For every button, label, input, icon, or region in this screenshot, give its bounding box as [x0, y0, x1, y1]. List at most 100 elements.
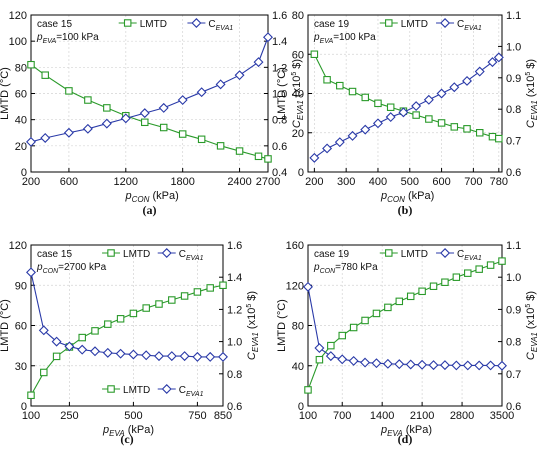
- y-left-tick-label: 60: [15, 89, 27, 101]
- data-point-square: [464, 269, 472, 277]
- chart-panel-b: 200 300 400 500 600 700 780 0 20 40 60 80 0.6 0.7 0.8 0…: [276, 10, 539, 217]
- legend-marker: [385, 19, 393, 27]
- y-right-tick-label: 0.7: [506, 369, 521, 381]
- data-point-diamond: [405, 359, 416, 370]
- data-point-diamond: [38, 325, 49, 336]
- x-tick-label: 500: [401, 176, 419, 188]
- y-left-tick-label: 0: [21, 401, 27, 413]
- panel-label: (b): [398, 203, 413, 217]
- panel-label: (c): [120, 432, 133, 446]
- data-point-diamond: [101, 118, 112, 129]
- data-point-square: [129, 309, 138, 318]
- legend-name: LMTD: [123, 249, 150, 260]
- x-tick-label: 2100: [410, 410, 434, 422]
- x-tick-label: 500: [124, 410, 142, 422]
- pressure-subscript: CON: [320, 268, 337, 275]
- legend-marker: [440, 18, 451, 28]
- x-tick-label: 100: [299, 410, 317, 422]
- data-point-square: [216, 142, 225, 150]
- data-point-square: [429, 282, 438, 291]
- pressure-value: =780 kPa: [335, 262, 378, 273]
- data-point-square: [338, 331, 346, 340]
- data-point-diamond: [26, 136, 36, 147]
- data-point-diamond: [436, 88, 447, 99]
- x-tick-label: 3500: [490, 410, 514, 422]
- x-tick-label: 2800: [450, 410, 474, 422]
- y-left-tick-label: 40: [292, 361, 304, 373]
- data-point-square: [386, 103, 395, 111]
- pressure-subscript: CON: [43, 268, 60, 275]
- y-left-tick-label: 0: [21, 167, 27, 179]
- y-right-tick-label: 0.8: [506, 104, 521, 116]
- data-point-diamond: [493, 52, 504, 63]
- data-point-diamond: [141, 350, 152, 361]
- y-right-tick-label: 0.9: [506, 73, 521, 85]
- x-axis-label: pCON (kPa): [125, 190, 179, 204]
- series-lmtd: [304, 257, 506, 394]
- legend-label: CEVA1: [208, 19, 233, 32]
- data-point-diamond: [411, 101, 422, 112]
- data-point-square: [323, 76, 331, 84]
- data-point-diamond: [253, 57, 264, 68]
- legend-entry-lmtd: LMTD: [379, 19, 428, 30]
- data-point-diamond: [382, 358, 393, 369]
- y-left-tick-label: 120: [9, 10, 27, 22]
- y-right-label-symbol: C: [525, 120, 537, 128]
- x-axis-label-subscript: EVA: [387, 429, 403, 438]
- case-annotation: case 19: [314, 249, 349, 260]
- data-point-square: [315, 355, 324, 364]
- y-right-axis-label: CEVA1 (x105 $): [291, 59, 305, 128]
- data-point-square: [361, 316, 369, 325]
- legend-entry-lmtd: LMTD: [118, 19, 167, 30]
- chart-panel-a: 200 600 1200 1800 2400 27000204060801001200.4…: [0, 10, 305, 217]
- data-point-diamond: [462, 75, 472, 86]
- y-right-label-tail: $): [291, 59, 303, 72]
- y-left-axis-label: LMTD (°C): [0, 67, 11, 120]
- y-right-label-unit: (x10: [525, 76, 537, 100]
- data-point-square: [463, 125, 471, 133]
- legend-marker: [123, 19, 132, 27]
- y-left-tick-label: 40: [292, 89, 304, 101]
- data-point-square: [361, 93, 369, 102]
- y-right-tick-label: 1.0: [227, 337, 242, 349]
- pressure-annotation: pCON=2700 kPa: [36, 262, 107, 275]
- pressure-value: =2700 kPa: [58, 262, 107, 273]
- data-point-square: [219, 281, 227, 289]
- x-axis-label-unit: (kPa): [149, 190, 178, 202]
- data-point-square: [475, 129, 484, 137]
- pressure-value: =100 kPa: [56, 32, 99, 43]
- x-axis-label: pCON (kPa): [380, 190, 434, 204]
- pressure-symbol: p: [36, 262, 43, 273]
- x-tick-label: 1400: [370, 410, 394, 422]
- data-point-diamond: [497, 360, 507, 371]
- data-point-diamond: [154, 351, 164, 362]
- legend-marker: [107, 249, 115, 257]
- data-point-diamond: [192, 351, 203, 362]
- y-left-tick-label: 120: [286, 280, 304, 292]
- legend-subscript: EVA1: [186, 391, 204, 398]
- data-point-diamond: [337, 354, 348, 365]
- data-point-diamond: [234, 70, 245, 81]
- series-line: [30, 272, 223, 358]
- data-point-square: [168, 296, 176, 304]
- x-axis-label: pEVA (kPa): [380, 424, 432, 438]
- legend-name: C: [457, 249, 464, 260]
- series-line: [314, 56, 500, 159]
- data-point-square: [65, 87, 73, 95]
- x-axis-label-unit: (kPa): [405, 190, 434, 202]
- y-right-label-tail: $): [525, 59, 537, 72]
- data-point-diamond: [90, 346, 100, 357]
- legend-name: C: [457, 19, 464, 30]
- data-point-square: [304, 386, 312, 394]
- y-right-label-exponent: 5: [291, 72, 298, 76]
- legend-entry-cost: CEVA1: [157, 384, 204, 398]
- panel-label: (a): [143, 203, 157, 217]
- data-point-square: [441, 278, 449, 286]
- y-right-tick-label: 1.6: [272, 10, 287, 22]
- y-right-tick-label: 1.4: [227, 272, 242, 284]
- legend-subscript: EVA1: [464, 255, 482, 262]
- pressure-subscript: EVA: [320, 38, 334, 45]
- y-right-tick-label: 0.9: [506, 304, 521, 316]
- legend-label: CEVA1: [179, 385, 204, 398]
- data-point-square: [384, 303, 392, 312]
